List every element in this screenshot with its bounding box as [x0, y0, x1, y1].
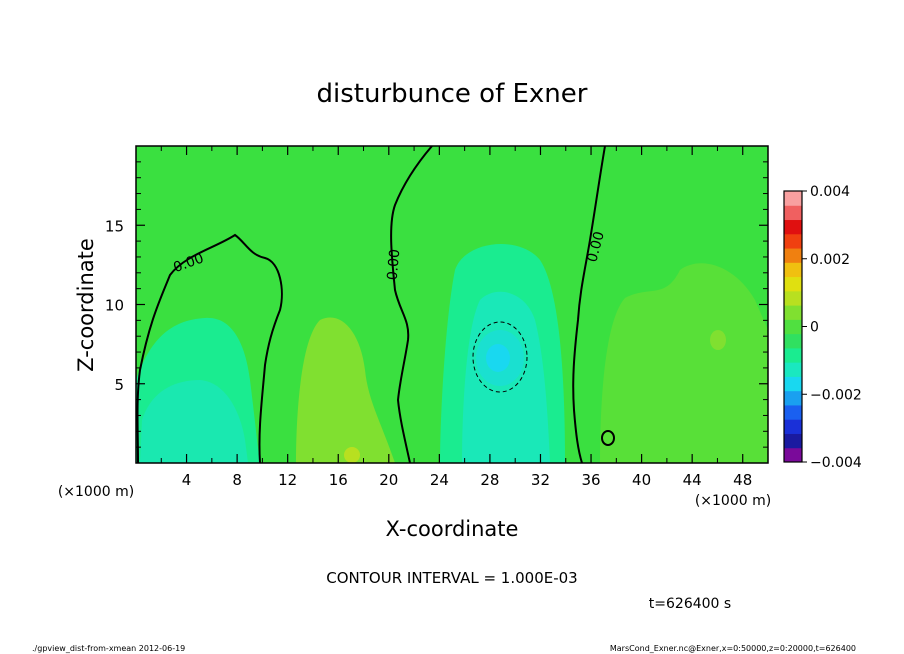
- contour-zero-small: [601, 430, 615, 446]
- contour-label: 0.00: [385, 248, 404, 280]
- colorbar-swatch: [784, 419, 802, 434]
- colorbar-tick-label: −0.002: [810, 387, 862, 403]
- colorbar-tick-label: 0.002: [810, 252, 850, 268]
- contour-interval-text: CONTOUR INTERVAL = 1.000E-03: [326, 569, 577, 587]
- field-region-positive-center-left: [296, 317, 395, 463]
- x-tick-label: 48: [733, 471, 752, 489]
- colorbar-swatch: [784, 376, 802, 392]
- x-unit-label: (×1000 m): [695, 493, 771, 509]
- footer-left-text: ./gpview_dist-from-xmean 2012-06-19: [32, 644, 185, 653]
- field-region-positive-right-spot: [710, 330, 726, 350]
- x-axis: 4 8 12 16 20 24 28 32 36 40 44 48: [160, 146, 752, 489]
- x-tick-label: 8: [232, 471, 242, 489]
- colorbar: [783, 190, 803, 463]
- field-region-positive-right: [600, 263, 768, 463]
- colorbar-swatch: [784, 433, 802, 449]
- contour-label: 0.00: [584, 230, 608, 264]
- colorbar-swatch: [784, 347, 802, 363]
- field-region-negative-left-inner: [140, 380, 248, 463]
- y-tick-label: 10: [105, 297, 124, 315]
- colorbar-tick-label: 0.004: [810, 184, 850, 200]
- colorbar-swatch: [784, 390, 802, 406]
- y-tick-label: 5: [114, 376, 124, 394]
- contour-negative-dashed: [472, 321, 528, 393]
- x-tick-label: 24: [430, 471, 449, 489]
- colorbar-swatch: [784, 205, 802, 221]
- colorbar-tick-label: 0: [810, 320, 819, 336]
- colorbar-swatch: [784, 319, 802, 335]
- y-axis: 5 10 15: [105, 161, 768, 448]
- colorbar-swatch: [784, 290, 802, 306]
- colorbar-swatch: [784, 233, 802, 249]
- colorbar-swatch: [784, 305, 802, 320]
- x-tick-label: 44: [683, 471, 702, 489]
- colorbar-labels: 0.004 0.002 0 −0.002 −0.004: [802, 184, 862, 471]
- colorbar-tick-label: −0.004: [810, 455, 862, 471]
- x-tick-label: 28: [480, 471, 499, 489]
- time-text: t=626400 s: [649, 596, 731, 612]
- plot-area: 0.00 0.00 0.00: [136, 146, 768, 463]
- footer-right-text: MarsCond_Exner.nc@Exner,x=0:50000,z=0:20…: [610, 644, 856, 653]
- x-tick-label: 20: [379, 471, 398, 489]
- colorbar-swatch: [784, 276, 802, 292]
- contour-zero-center: [390, 146, 433, 463]
- y-tick-label: 15: [105, 217, 124, 235]
- x-tick-label: 32: [531, 471, 550, 489]
- x-tick-label: 40: [632, 471, 651, 489]
- x-tick-label: 36: [581, 471, 600, 489]
- colorbar-swatch: [784, 447, 802, 463]
- y-axis-label: Z-coordinate: [74, 238, 98, 372]
- x-tick-label: 12: [278, 471, 297, 489]
- colorbar-swatch: [784, 262, 802, 278]
- y-unit-label: (×1000 m): [58, 484, 134, 500]
- contour-zero-right: [572, 146, 606, 463]
- x-tick-label: 16: [329, 471, 348, 489]
- colorbar-swatch: [784, 248, 802, 263]
- colorbar-swatch: [784, 404, 802, 420]
- colorbar-swatch: [784, 362, 802, 377]
- colorbar-swatch: [784, 333, 802, 349]
- field-region-positive-spot: [344, 447, 360, 463]
- x-axis-label: X-coordinate: [386, 517, 519, 541]
- field-region-minimum-inner: [486, 344, 510, 372]
- colorbar-swatch: [784, 219, 802, 235]
- colorbar-swatch: [784, 191, 802, 206]
- x-tick-label: 4: [182, 471, 192, 489]
- chart-title: disturbunce of Exner: [317, 79, 588, 109]
